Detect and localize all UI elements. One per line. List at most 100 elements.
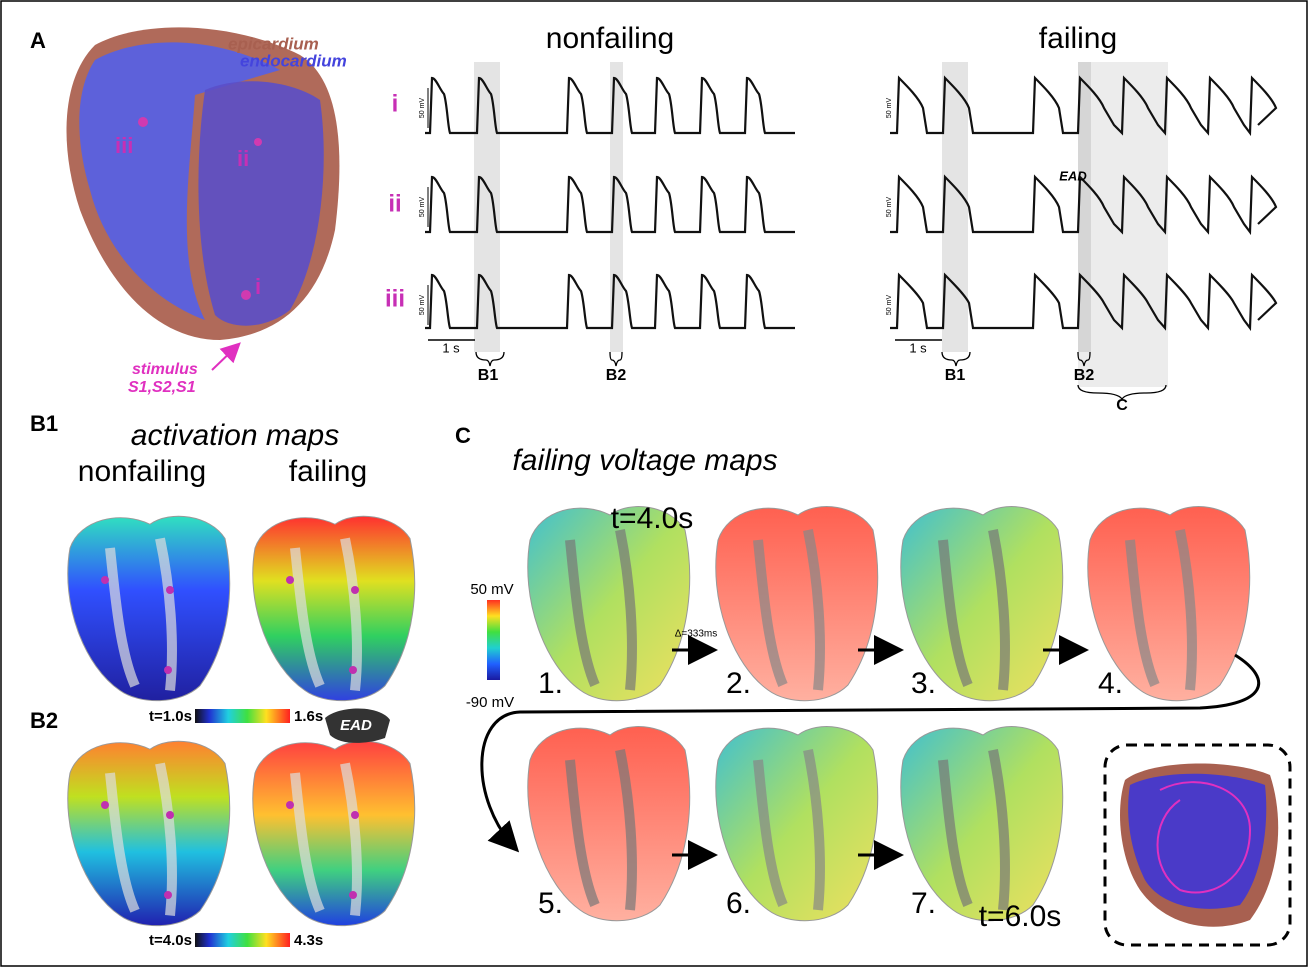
heart-a [66,27,340,371]
heart-detail [290,537,362,691]
time-scale-label: 1 s [442,340,460,355]
trace-title: failing [1039,22,1117,55]
colorbar-label: 1.6s [294,708,323,725]
epicardium-label: epicardium [228,34,319,53]
window-label: B1 [945,367,966,384]
stimulus-label: stimulus [132,361,198,378]
time-scale [428,339,1167,401]
step-label: 7. [911,887,936,920]
colorbar-label: 50 mV [470,581,513,598]
colorbar-label: -90 mV [466,694,514,711]
heart-detail [753,749,825,911]
trace [890,174,1278,236]
heart [900,506,1064,702]
heart-detail [565,749,637,911]
scale-label: 50 mV [886,295,893,316]
dashed-box [1103,743,1292,947]
stimulus-sequence: S1,S2,S1 [128,379,196,396]
trace-title: nonfailing [546,22,674,55]
colorbar [195,933,290,947]
scale-label: 50 mV [419,295,426,316]
panel-label: C [455,423,471,448]
heart [67,740,231,927]
site-marker [101,576,109,584]
column-label: nonfailing [78,455,206,488]
site-label: i [255,274,261,299]
window-label: B2 [1074,367,1095,384]
heart-detail [938,749,1010,911]
activation-maps [67,515,416,927]
heart-detail [290,762,362,916]
trace [425,175,795,234]
heart-detail [105,762,177,916]
panel-label: B2 [30,708,58,733]
heart [900,726,1064,922]
site-marker [286,801,294,809]
scale-label: 50 mV [419,98,426,119]
heart [715,726,879,922]
panel-label: A [30,28,46,53]
trace [425,76,795,135]
trace [890,272,1278,332]
endocardium-label: endocardium [240,51,347,70]
heart-detail [938,529,1010,691]
window-label: B2 [606,367,627,384]
panel-title: failing voltage maps [512,444,777,477]
heart-detail [1125,529,1197,691]
heart [527,726,691,922]
site-marker [351,586,359,594]
window-label: B1 [478,367,499,384]
traces: 50 mV 50 mV 50 mV 50 mV 50 mV 50 mV [419,75,1278,332]
scale-label: 50 mV [886,98,893,119]
site-marker [164,666,172,674]
heart [252,515,416,702]
step-label: 5. [538,887,563,920]
colorbar-label: t=4.0s [149,932,192,949]
row-label: i [392,90,399,117]
site-marker [101,801,109,809]
site-label: iii [115,133,133,158]
row-label: iii [385,285,405,312]
ead-region [325,708,390,743]
scale-label: 50 mV [886,197,893,218]
ead-label: EAD [340,717,372,734]
colorbar [487,600,500,680]
voltage-maps: 1. 2. 3. 4. 5. 6. 7. [527,506,1251,922]
step-label: 6. [726,887,751,920]
panel-title: activation maps [131,419,339,452]
trace [425,273,795,330]
heart [67,515,231,702]
site-marker [164,891,172,899]
heart-detail [753,529,825,691]
site-marker [349,891,357,899]
end-time: t=6.0s [979,900,1062,933]
time-scale-label: 1 s [909,340,927,355]
panel-label: B1 [30,411,58,436]
ead-label: EAD [1059,168,1087,183]
colorbar-label: t=1.0s [149,708,192,725]
step-label: 3. [911,667,936,700]
arrows [480,635,1261,870]
scale-label: 50 mV [419,197,426,218]
site-label: ii [237,146,249,171]
site-marker [349,666,357,674]
colorbar-label: 4.3s [294,932,323,949]
step-label: 1. [538,667,563,700]
row-label: ii [388,190,401,217]
column-label: failing [289,455,367,488]
step-label: 2. [726,667,751,700]
window-label: C [1116,397,1128,414]
heart-detail [105,537,177,691]
heart-detail [565,529,637,691]
trace [890,75,1278,137]
site-marker [351,811,359,819]
site-marker [286,576,294,584]
interval-label: Δ=333ms [675,629,718,640]
step-label: 4. [1098,667,1123,700]
site-marker [166,811,174,819]
heart [715,506,879,702]
colorbar [195,709,290,723]
heart [1087,506,1251,702]
heart [527,506,691,702]
